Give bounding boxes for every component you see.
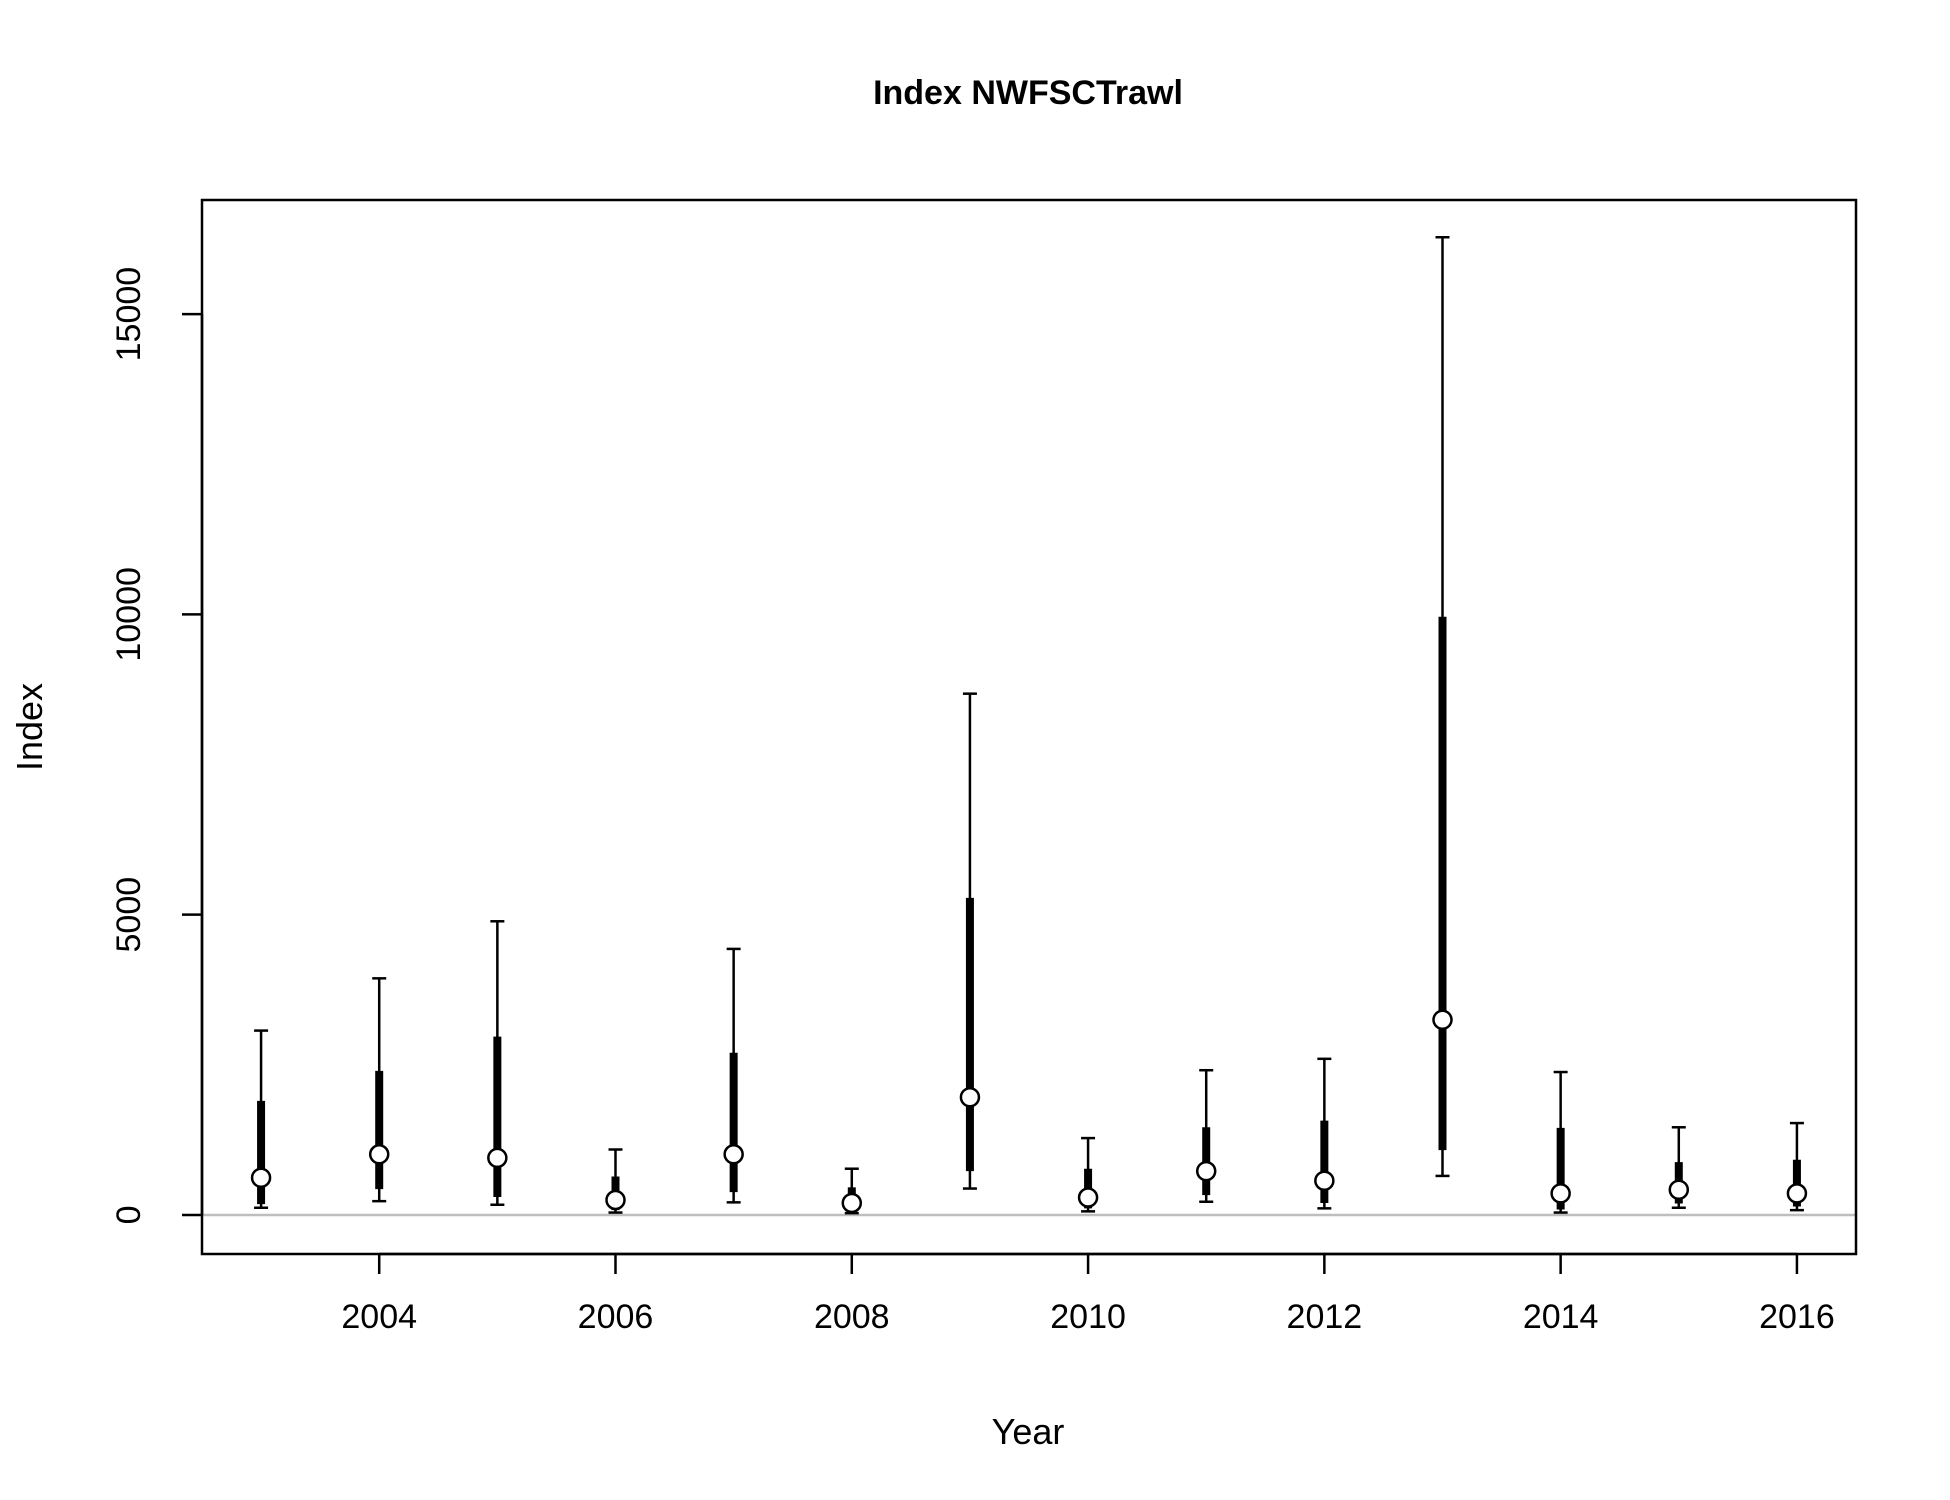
- plot-frame: [200, 198, 1858, 1256]
- errorbar-2011: [1195, 1068, 1217, 1204]
- plot-area: [202, 235, 1856, 1217]
- y-tick-label-15000: 15000: [110, 267, 148, 362]
- point-2008: [841, 1192, 863, 1214]
- errorbar-2004: [368, 977, 390, 1203]
- point-2005: [487, 1147, 508, 1169]
- errorbar-2007: [723, 947, 744, 1204]
- x-tick-label-2008: 2008: [814, 1298, 890, 1336]
- point-2012: [1314, 1170, 1335, 1191]
- errorbar-2013: [1432, 235, 1453, 1178]
- errorbar-2016: [1786, 1121, 1808, 1212]
- errorbar-2015: [1668, 1126, 1690, 1210]
- point-2014: [1550, 1183, 1571, 1204]
- y-axis: 0 5000 10000 15000: [110, 267, 204, 1225]
- y-axis-label: Index: [9, 683, 50, 771]
- x-tick-label-2004: 2004: [341, 1298, 417, 1336]
- x-tick-label-2012: 2012: [1287, 1298, 1363, 1336]
- y-tick-label-10000: 10000: [110, 567, 148, 662]
- x-axis: 2004 2006 2008 2010 2012 2014 2016: [341, 1252, 1835, 1336]
- point-2010: [1077, 1187, 1099, 1208]
- y-tick-label-0: 0: [110, 1206, 148, 1225]
- point-2009: [959, 1087, 981, 1108]
- point-2004: [368, 1144, 390, 1165]
- x-tick-label-2010: 2010: [1050, 1298, 1126, 1336]
- chart-title: Index NWFSCTrawl: [873, 74, 1183, 112]
- point-2015: [1668, 1179, 1690, 1200]
- y-tick-label-5000: 5000: [110, 877, 148, 953]
- errorbar-2003: [250, 1029, 272, 1210]
- x-tick-label-2006: 2006: [578, 1298, 654, 1336]
- errorbar-2009: [959, 692, 981, 1190]
- point-2003: [250, 1167, 272, 1188]
- errorbar-2010: [1077, 1136, 1099, 1213]
- errorbar-2005: [487, 920, 508, 1207]
- x-tick-label-2014: 2014: [1523, 1298, 1599, 1336]
- point-2013: [1432, 1009, 1453, 1031]
- errorbar-2006: [605, 1148, 626, 1214]
- errorbar-2008: [841, 1167, 863, 1215]
- errorbar-2012: [1314, 1057, 1335, 1210]
- point-2007: [723, 1144, 744, 1165]
- point-2011: [1195, 1160, 1217, 1182]
- x-axis-label: Year: [992, 1411, 1065, 1452]
- point-2006: [605, 1189, 626, 1211]
- errorbar-2014: [1550, 1070, 1571, 1214]
- point-2016: [1786, 1183, 1808, 1204]
- x-tick-label-2016: 2016: [1759, 1298, 1835, 1336]
